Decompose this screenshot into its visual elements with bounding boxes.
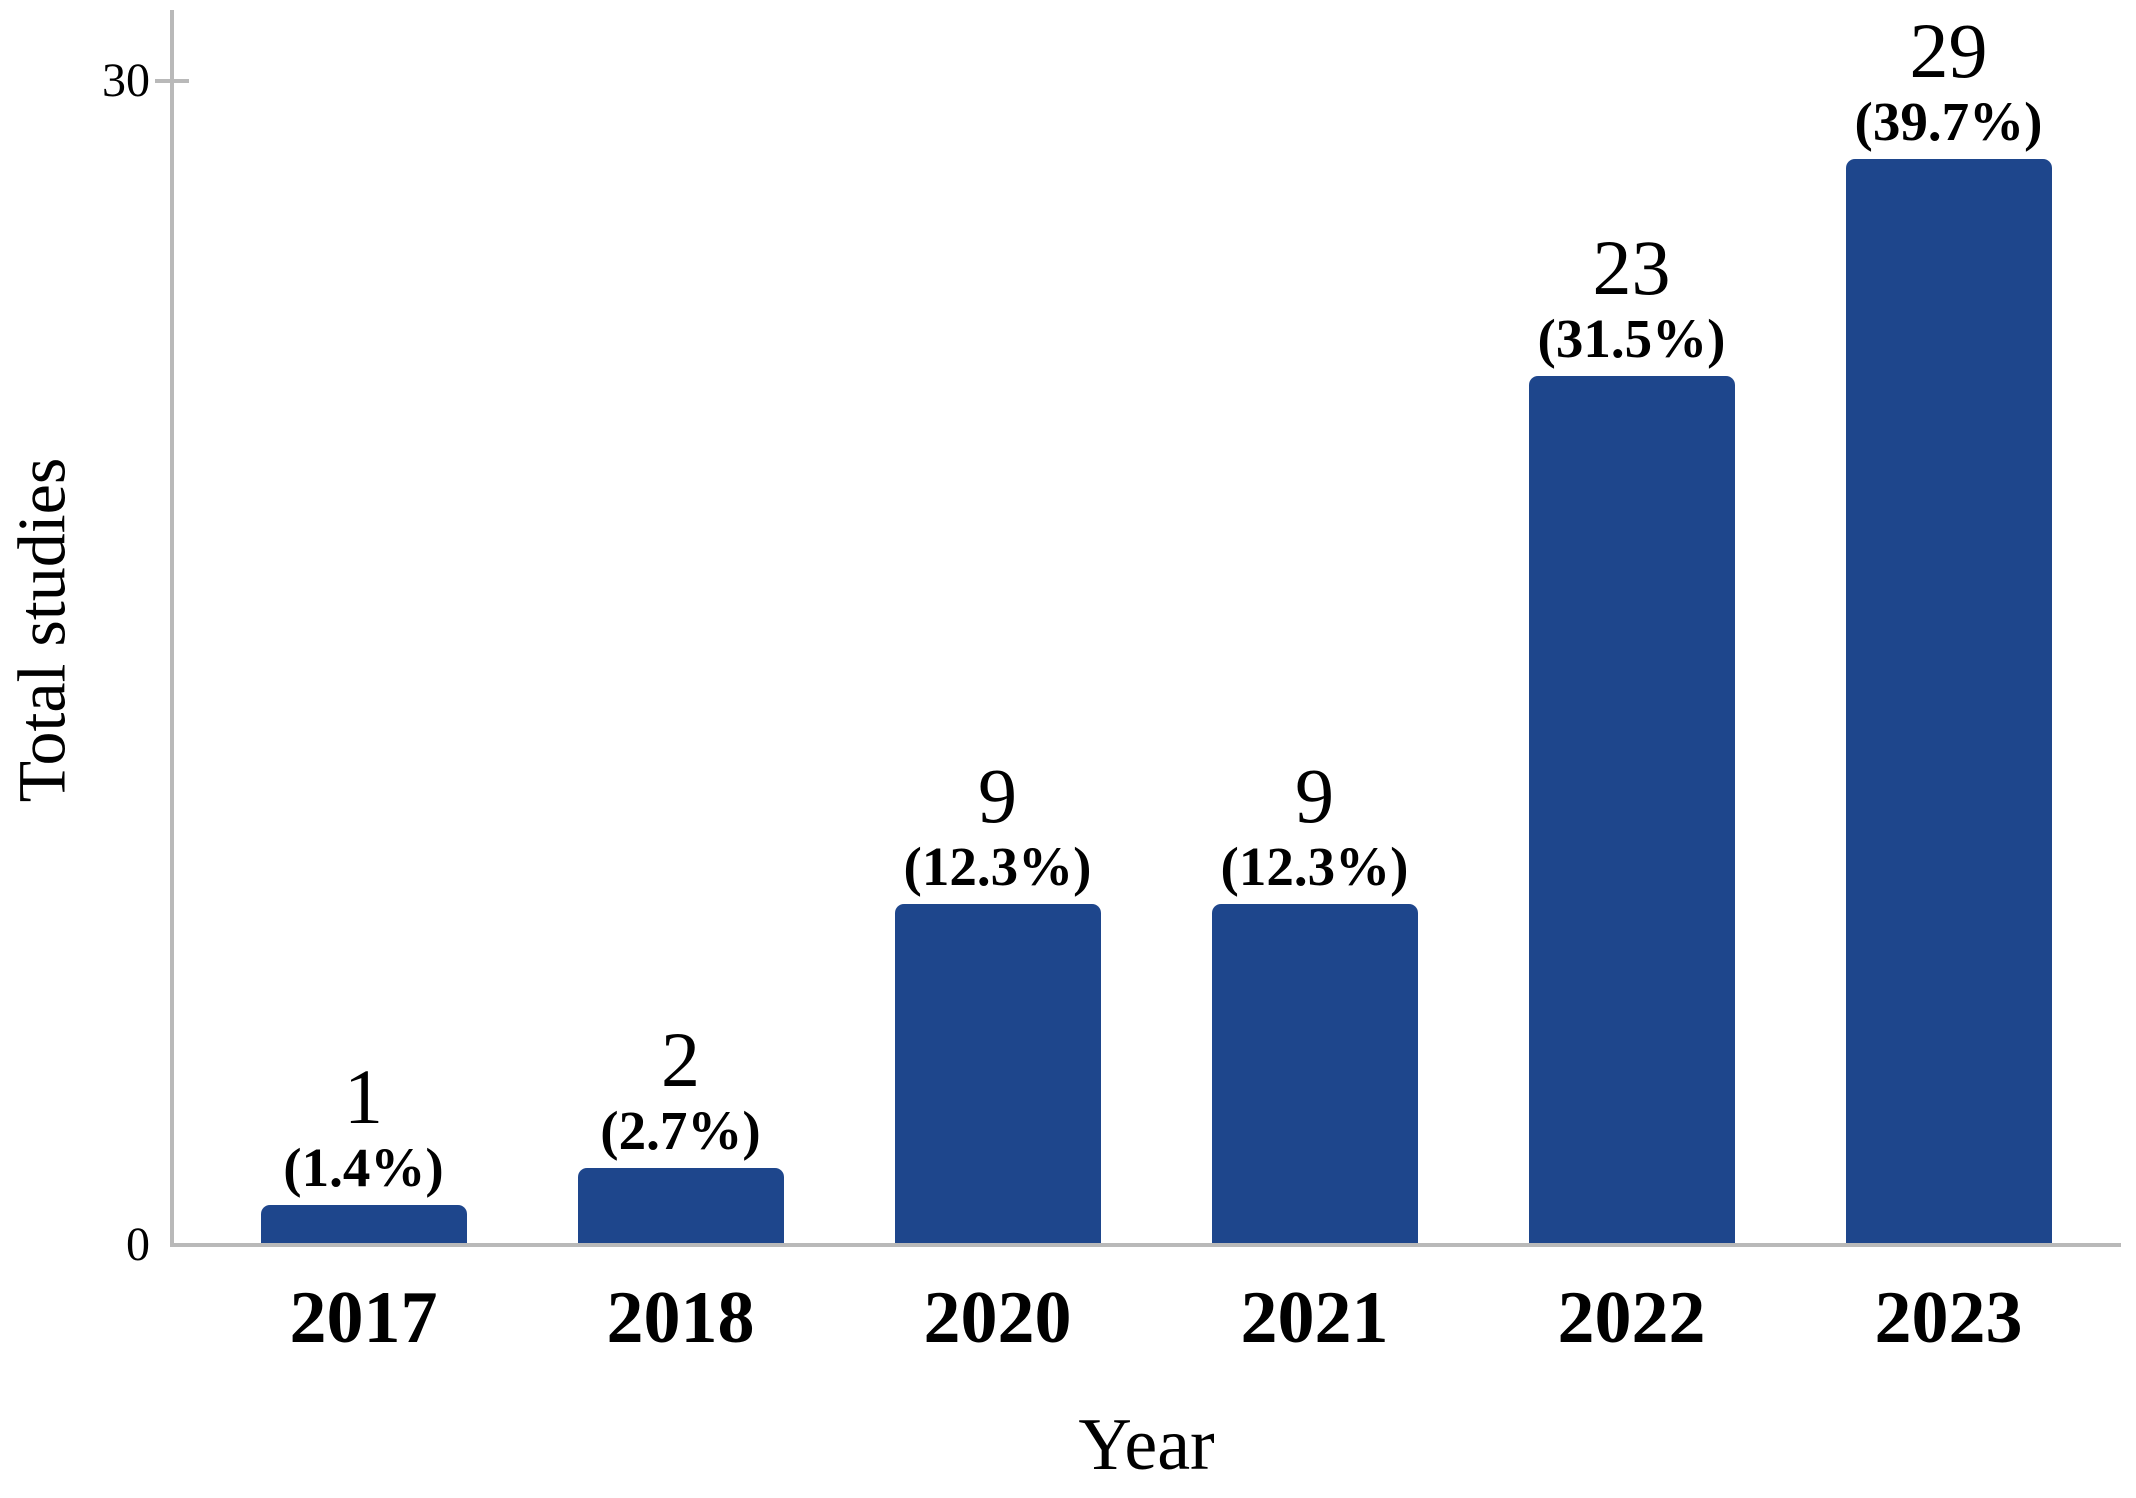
y-tick-label-0: 0	[126, 1218, 150, 1271]
bar-2017	[260, 1205, 467, 1243]
bar-group-2020: 9 (12.3%)	[839, 10, 1156, 1243]
bar-count-label-2023: 29	[1909, 7, 1988, 94]
bar-group-2022: 23 (31.5%)	[1473, 10, 1790, 1243]
bar-count-label-2020: 9	[978, 751, 1017, 839]
y-axis-title: Total studies	[3, 457, 80, 803]
bar-percent-label-2017: (1.4%)	[283, 1136, 444, 1198]
bar-count-label-2017: 1	[344, 1052, 383, 1140]
bar-percent-label-2023: (39.7%)	[1854, 90, 2043, 152]
x-axis-line	[170, 1243, 2121, 1247]
bars: 1 (1.4%) 2 (2.7%) 9 (12.3%) 9 (12.3%) 23 (31.5%) 2…	[205, 10, 2107, 1243]
bar-2023	[1845, 159, 2052, 1243]
bar-percent-label-2021: (12.3%)	[1220, 835, 1409, 897]
bar-count-label-2018: 2	[661, 1015, 700, 1103]
bar-2018	[577, 1168, 784, 1243]
y-tick-label-30: 30	[102, 54, 150, 107]
bar-percent-label-2018: (2.7%)	[600, 1099, 761, 1161]
bar-2020	[894, 904, 1101, 1243]
bar-count-label-2022: 23	[1592, 223, 1671, 311]
bar-group-2018: 2 (2.7%)	[522, 10, 839, 1243]
x-tick-label-2018: 2018	[606, 1277, 755, 1359]
bar-group-2023: 29 (39.7%)	[1790, 10, 2107, 1243]
x-tick-label-2023: 2023	[1874, 1277, 2023, 1359]
bar-group-2021: 9 (12.3%)	[1156, 10, 1473, 1243]
x-tick-label-2017: 2017	[289, 1277, 438, 1359]
y-axis-line	[170, 10, 174, 1247]
bar-percent-label-2020: (12.3%)	[903, 835, 1092, 897]
bar-count-label-2021: 9	[1295, 751, 1334, 839]
x-tick-label-2021: 2021	[1240, 1277, 1389, 1359]
y-axis-tick-30	[155, 79, 189, 83]
x-tick-labels: 2017 2018 2020 2021 2022 2023	[205, 1281, 2107, 1355]
bar-2022	[1528, 376, 1735, 1243]
bar-2021	[1211, 904, 1418, 1243]
x-tick-label-2022: 2022	[1557, 1277, 1706, 1359]
x-axis-title: Year	[1078, 1404, 1215, 1486]
x-tick-label-2020: 2020	[923, 1277, 1072, 1359]
bar-group-2017: 1 (1.4%)	[205, 10, 522, 1243]
bar-percent-label-2022: (31.5%)	[1537, 307, 1726, 369]
